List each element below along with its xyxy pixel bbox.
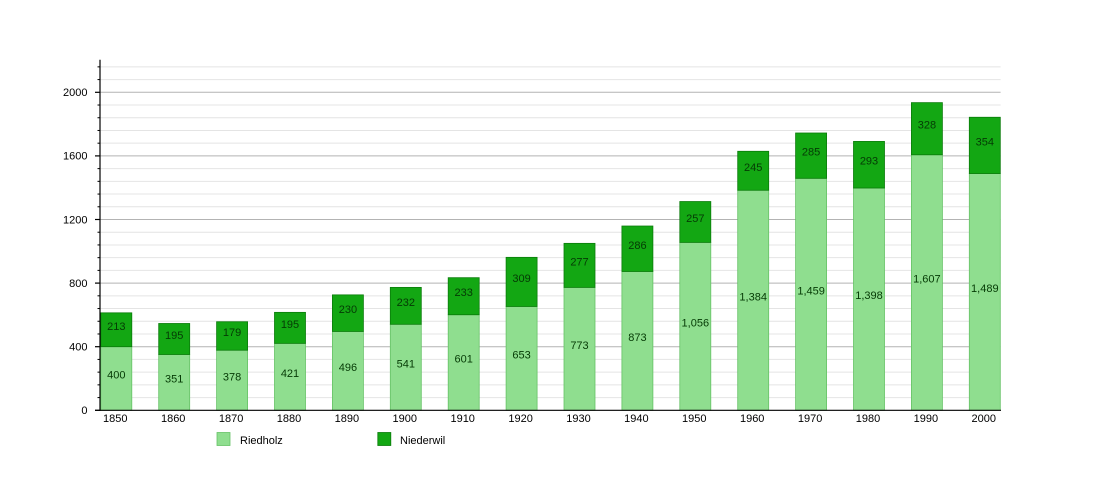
svg-text:1,056: 1,056 xyxy=(682,317,710,329)
svg-text:232: 232 xyxy=(397,297,415,309)
svg-text:0: 0 xyxy=(81,405,87,417)
svg-text:1990: 1990 xyxy=(914,413,938,425)
svg-text:873: 873 xyxy=(628,332,646,344)
svg-text:213: 213 xyxy=(107,321,125,333)
svg-text:653: 653 xyxy=(512,349,530,361)
svg-text:1920: 1920 xyxy=(508,413,532,425)
svg-text:1900: 1900 xyxy=(393,413,417,425)
svg-text:1890: 1890 xyxy=(335,413,359,425)
svg-text:1,489: 1,489 xyxy=(971,283,999,295)
svg-text:230: 230 xyxy=(339,304,357,316)
svg-text:195: 195 xyxy=(165,330,183,342)
svg-text:601: 601 xyxy=(455,354,473,366)
svg-text:421: 421 xyxy=(281,368,299,380)
svg-text:354: 354 xyxy=(976,136,994,148)
svg-text:351: 351 xyxy=(165,373,183,385)
svg-text:773: 773 xyxy=(570,340,588,352)
svg-text:328: 328 xyxy=(918,120,936,132)
svg-text:400: 400 xyxy=(107,370,125,382)
svg-text:1910: 1910 xyxy=(450,413,474,425)
svg-text:541: 541 xyxy=(397,358,415,370)
svg-text:1,384: 1,384 xyxy=(739,291,767,303)
svg-text:496: 496 xyxy=(339,362,357,374)
svg-text:1960: 1960 xyxy=(740,413,764,425)
svg-text:257: 257 xyxy=(686,213,704,225)
svg-text:195: 195 xyxy=(281,319,299,331)
svg-text:286: 286 xyxy=(628,240,646,252)
svg-text:1980: 1980 xyxy=(856,413,880,425)
svg-text:Riedholz: Riedholz xyxy=(240,435,283,447)
svg-text:800: 800 xyxy=(69,278,87,290)
svg-text:1,398: 1,398 xyxy=(855,290,883,302)
svg-text:1950: 1950 xyxy=(682,413,706,425)
svg-text:1860: 1860 xyxy=(161,413,185,425)
svg-text:378: 378 xyxy=(223,371,241,383)
svg-text:1930: 1930 xyxy=(566,413,590,425)
svg-text:2000: 2000 xyxy=(63,87,87,99)
svg-text:1600: 1600 xyxy=(63,151,87,163)
svg-text:400: 400 xyxy=(69,342,87,354)
svg-text:1970: 1970 xyxy=(798,413,822,425)
svg-text:233: 233 xyxy=(455,287,473,299)
svg-text:1870: 1870 xyxy=(219,413,243,425)
svg-text:1880: 1880 xyxy=(277,413,301,425)
svg-text:1940: 1940 xyxy=(624,413,648,425)
svg-text:277: 277 xyxy=(570,256,588,268)
svg-text:Niederwil: Niederwil xyxy=(400,435,445,447)
svg-text:2000: 2000 xyxy=(972,413,996,425)
svg-text:245: 245 xyxy=(744,162,762,174)
svg-text:309: 309 xyxy=(512,273,530,285)
svg-text:293: 293 xyxy=(860,156,878,168)
svg-text:285: 285 xyxy=(802,147,820,159)
svg-text:1,607: 1,607 xyxy=(913,274,941,286)
svg-text:179: 179 xyxy=(223,327,241,339)
svg-text:1200: 1200 xyxy=(63,214,87,226)
svg-text:1,459: 1,459 xyxy=(797,285,825,297)
svg-text:1850: 1850 xyxy=(103,413,127,425)
